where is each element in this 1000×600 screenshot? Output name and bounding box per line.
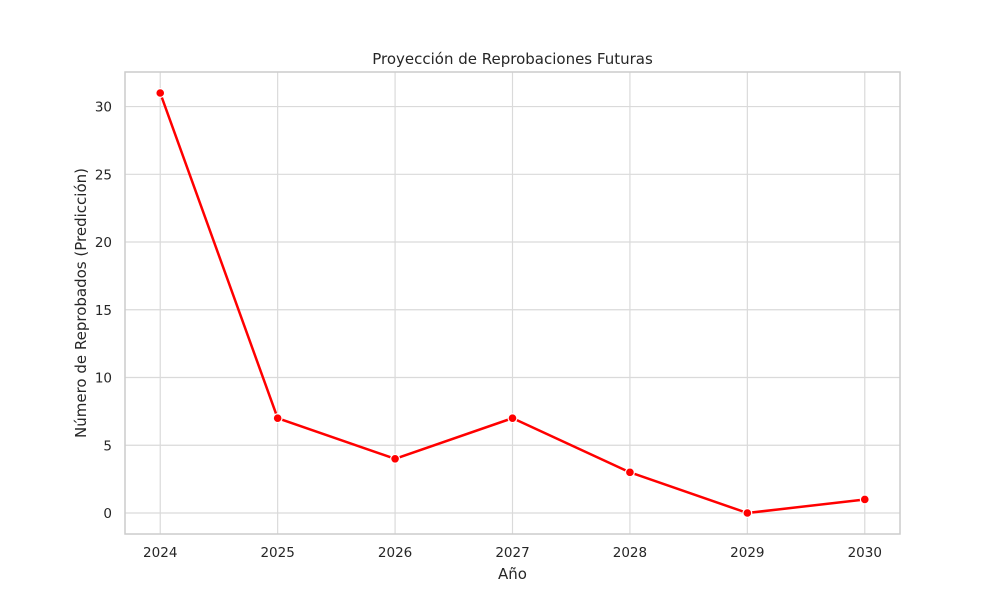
- data-point-marker: [155, 87, 166, 98]
- plot-area-frame: [124, 71, 901, 535]
- x-tick-label: 2026: [378, 545, 412, 561]
- x-tick-label: 2024: [143, 545, 177, 561]
- y-tick-label: 15: [95, 303, 112, 319]
- y-tick-label: 0: [103, 506, 112, 522]
- chart-title: Proyección de Reprobaciones Futuras: [372, 50, 653, 68]
- x-axis-label: Año: [498, 565, 527, 583]
- data-point-marker: [272, 413, 283, 424]
- data-point-marker: [507, 413, 518, 424]
- x-tick-label: 2029: [730, 545, 764, 561]
- x-tick-label: 2027: [495, 545, 529, 561]
- series-layer: [155, 87, 870, 519]
- data-point-marker: [390, 453, 401, 464]
- y-tick-label: 30: [95, 100, 112, 116]
- y-axis-label: Número de Reprobados (Predicción): [72, 168, 90, 438]
- y-tick-label: 5: [103, 438, 112, 454]
- data-point-marker: [742, 508, 753, 519]
- x-tick-label: 2028: [613, 545, 647, 561]
- x-tick-label: 2030: [848, 545, 882, 561]
- grid: [125, 72, 900, 534]
- data-point-marker: [624, 467, 635, 478]
- data-point-marker: [859, 494, 870, 505]
- x-tick-label: 2025: [260, 545, 294, 561]
- y-tick-label: 20: [95, 235, 112, 251]
- y-tick-label: 25: [95, 167, 112, 183]
- y-tick-label: 10: [95, 371, 112, 387]
